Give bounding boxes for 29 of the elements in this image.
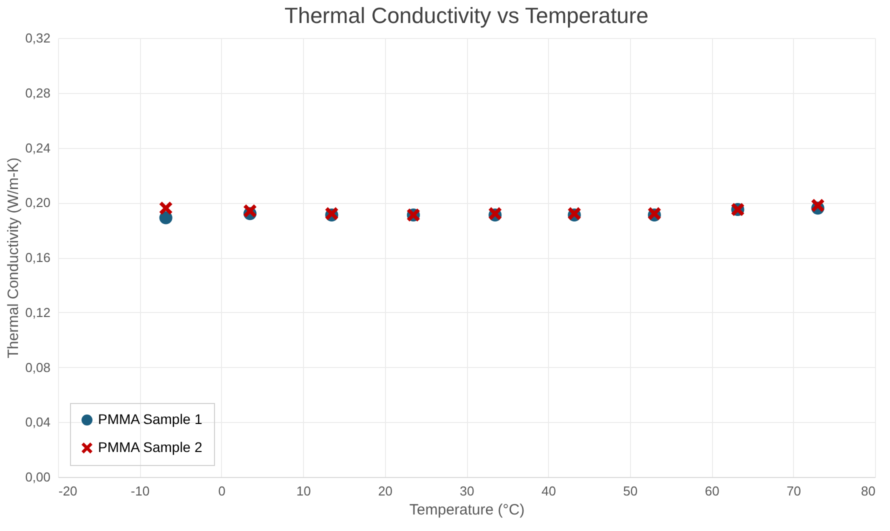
chart-title: Thermal Conductivity vs Temperature [284,3,648,28]
y-tick-label: 0,16 [25,250,50,265]
y-tick-label: 0,28 [25,85,50,100]
y-tick-label: 0,00 [25,470,50,484]
y-tick-label: 0,12 [25,304,50,320]
y-tick-label: 0,20 [25,195,50,210]
x-tick-label: 0 [218,484,226,498]
legend-label: PMMA Sample 1 [98,411,202,427]
x-tick-label: -20 [58,484,78,498]
x-tick-label: 80 [861,484,876,498]
point [159,211,172,224]
x-tick-label: 30 [460,484,474,498]
x-tick-label: 20 [378,484,393,498]
x-tick-label: 50 [623,484,638,498]
x-tick-label: -10 [130,484,150,498]
y-tick-label: 0,08 [25,360,50,375]
y-tick-label: 0,24 [25,140,50,156]
x-tick-label: 70 [786,484,802,498]
y-tick-label: 0,04 [25,414,50,430]
x-tick-label: 40 [541,484,556,498]
legend-label: PMMA Sample 2 [98,439,202,455]
x-tick-label: 60 [704,484,720,498]
y-axis-title: Thermal Conductivity (W/m-K) [5,158,22,358]
x-tick-label: 10 [296,484,311,498]
point [159,202,172,215]
y-tick-label: 0,32 [25,30,50,46]
x-axis-title: Temperature (°C) [409,502,525,518]
point [811,198,824,212]
point [243,204,257,218]
